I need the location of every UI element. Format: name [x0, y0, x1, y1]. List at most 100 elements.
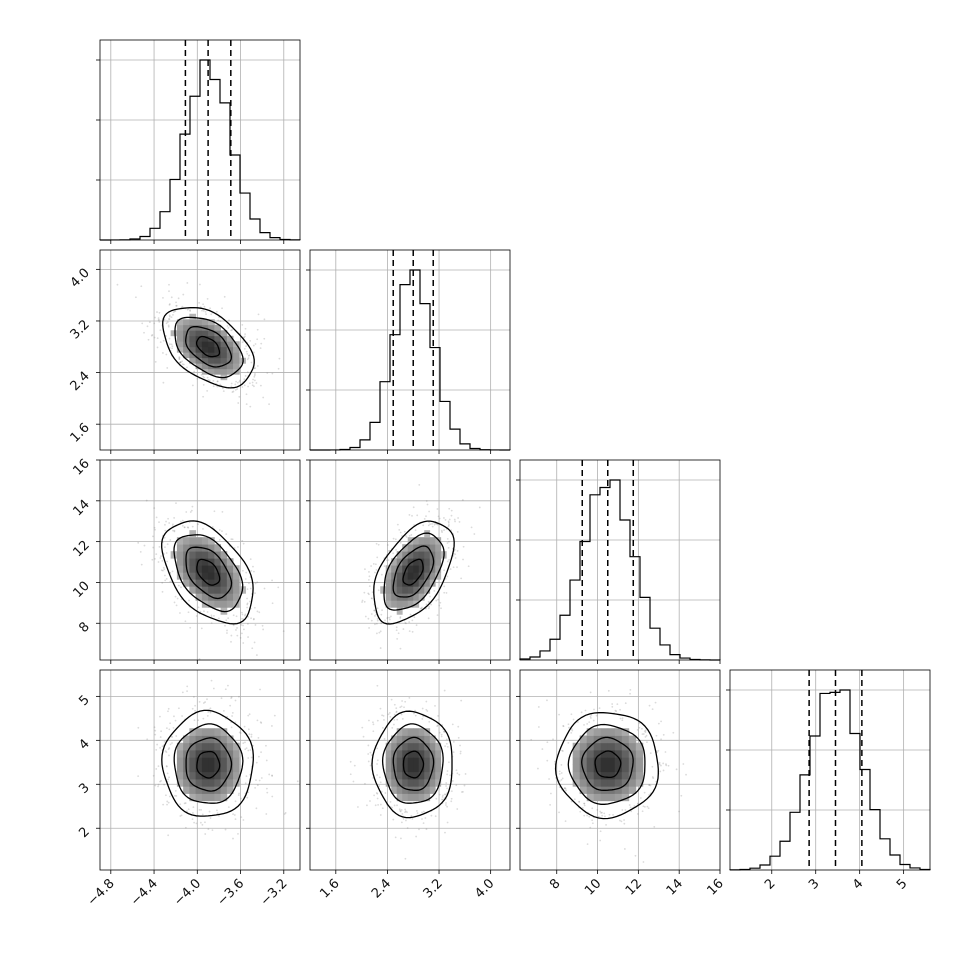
- density-block: [579, 742, 588, 751]
- scatter-point: [619, 819, 621, 822]
- scatter-point: [134, 296, 137, 299]
- scatter-point: [263, 587, 266, 590]
- scatter-point: [166, 560, 169, 563]
- density-block: [407, 551, 414, 559]
- scatter-point: [187, 526, 190, 529]
- scatter-point: [197, 606, 200, 609]
- density-block: [391, 572, 398, 580]
- scatter-point: [225, 619, 228, 622]
- scatter-point: [242, 742, 245, 745]
- scatter-point: [210, 679, 213, 682]
- scatter-point: [183, 526, 186, 529]
- scatter-point: [238, 395, 241, 398]
- density-block: [628, 771, 637, 780]
- density-block: [233, 579, 240, 587]
- scatter-point: [168, 747, 171, 749]
- scatter-point: [166, 803, 168, 806]
- scatter-point: [157, 783, 160, 786]
- density-block: [176, 742, 184, 751]
- density-block: [579, 757, 588, 765]
- scatter-point: [256, 610, 259, 613]
- scatter-point: [641, 733, 644, 736]
- density-block: [424, 544, 431, 552]
- density-blocks: [380, 530, 447, 615]
- density-block: [424, 537, 431, 545]
- scatter-point: [438, 731, 441, 734]
- scatter-point: [213, 510, 216, 513]
- scatter-point: [392, 537, 395, 540]
- scatter-point: [421, 707, 424, 710]
- scatter-point: [425, 515, 427, 518]
- density-block: [621, 793, 630, 802]
- density-block: [413, 579, 420, 587]
- scatter-point: [250, 735, 253, 738]
- contour-3: [161, 520, 254, 625]
- scatter-point: [459, 744, 461, 747]
- scatter-point: [401, 813, 404, 815]
- scatter-point: [244, 748, 247, 751]
- y-tick-label-2-3: 14: [71, 497, 93, 519]
- scatter-point: [143, 544, 146, 547]
- scatter-point: [621, 809, 624, 811]
- scatter-point: [446, 821, 449, 824]
- density-block: [214, 593, 221, 601]
- density-block: [201, 742, 209, 751]
- scatter-point: [204, 833, 207, 835]
- density-block: [189, 764, 197, 773]
- scatter-point: [374, 571, 376, 574]
- density-block: [214, 368, 221, 375]
- scatter-point: [444, 519, 447, 521]
- scatter-point: [414, 709, 417, 712]
- scatter-point: [379, 814, 382, 816]
- scatter-point: [648, 793, 651, 796]
- scatter-point: [443, 793, 446, 796]
- scatter-point: [257, 755, 260, 758]
- scatter-point: [611, 703, 614, 705]
- density-block: [418, 771, 425, 780]
- scatter-point: [449, 568, 452, 570]
- density-block: [201, 764, 209, 773]
- scatter-point: [179, 362, 181, 364]
- scatter-point: [137, 775, 140, 777]
- scatter-point: [201, 823, 204, 826]
- scatter-point: [183, 526, 186, 529]
- density-block: [201, 565, 209, 573]
- scatter-point: [237, 794, 240, 797]
- scatter-point: [204, 821, 206, 824]
- scatter-point: [248, 713, 251, 716]
- contour-1: [185, 546, 233, 600]
- density-block: [176, 324, 184, 331]
- contours: [373, 520, 455, 625]
- density-block: [208, 537, 215, 545]
- density-block: [201, 537, 209, 545]
- scatter-point: [237, 546, 239, 548]
- scatter-point: [662, 762, 665, 765]
- scatter-point: [188, 599, 190, 602]
- scatter-point: [437, 598, 439, 601]
- scatter-point: [591, 807, 594, 810]
- scatter-point: [396, 718, 399, 721]
- scatter-point: [399, 810, 402, 813]
- scatter-point: [153, 726, 156, 729]
- scatter-point: [445, 804, 447, 806]
- density-block: [226, 368, 234, 375]
- scatter-point: [230, 385, 233, 388]
- density-block: [189, 537, 197, 545]
- scatter-point: [173, 517, 176, 519]
- scatter-point: [168, 318, 170, 320]
- density-block: [407, 728, 414, 736]
- scatter-point: [353, 764, 356, 767]
- density-block: [607, 750, 616, 758]
- panel-frame: [729, 669, 931, 871]
- density-block: [233, 346, 240, 353]
- scatter-point: [454, 520, 456, 523]
- density-block: [208, 558, 215, 566]
- histogram-step-2: [519, 479, 721, 661]
- scatter-point: [537, 767, 539, 770]
- density-block: [183, 771, 190, 780]
- scatter-point: [460, 577, 463, 580]
- scatter-point: [165, 322, 168, 325]
- scatter-point: [452, 741, 455, 743]
- scatter-point: [399, 617, 402, 619]
- density-block: [396, 757, 403, 765]
